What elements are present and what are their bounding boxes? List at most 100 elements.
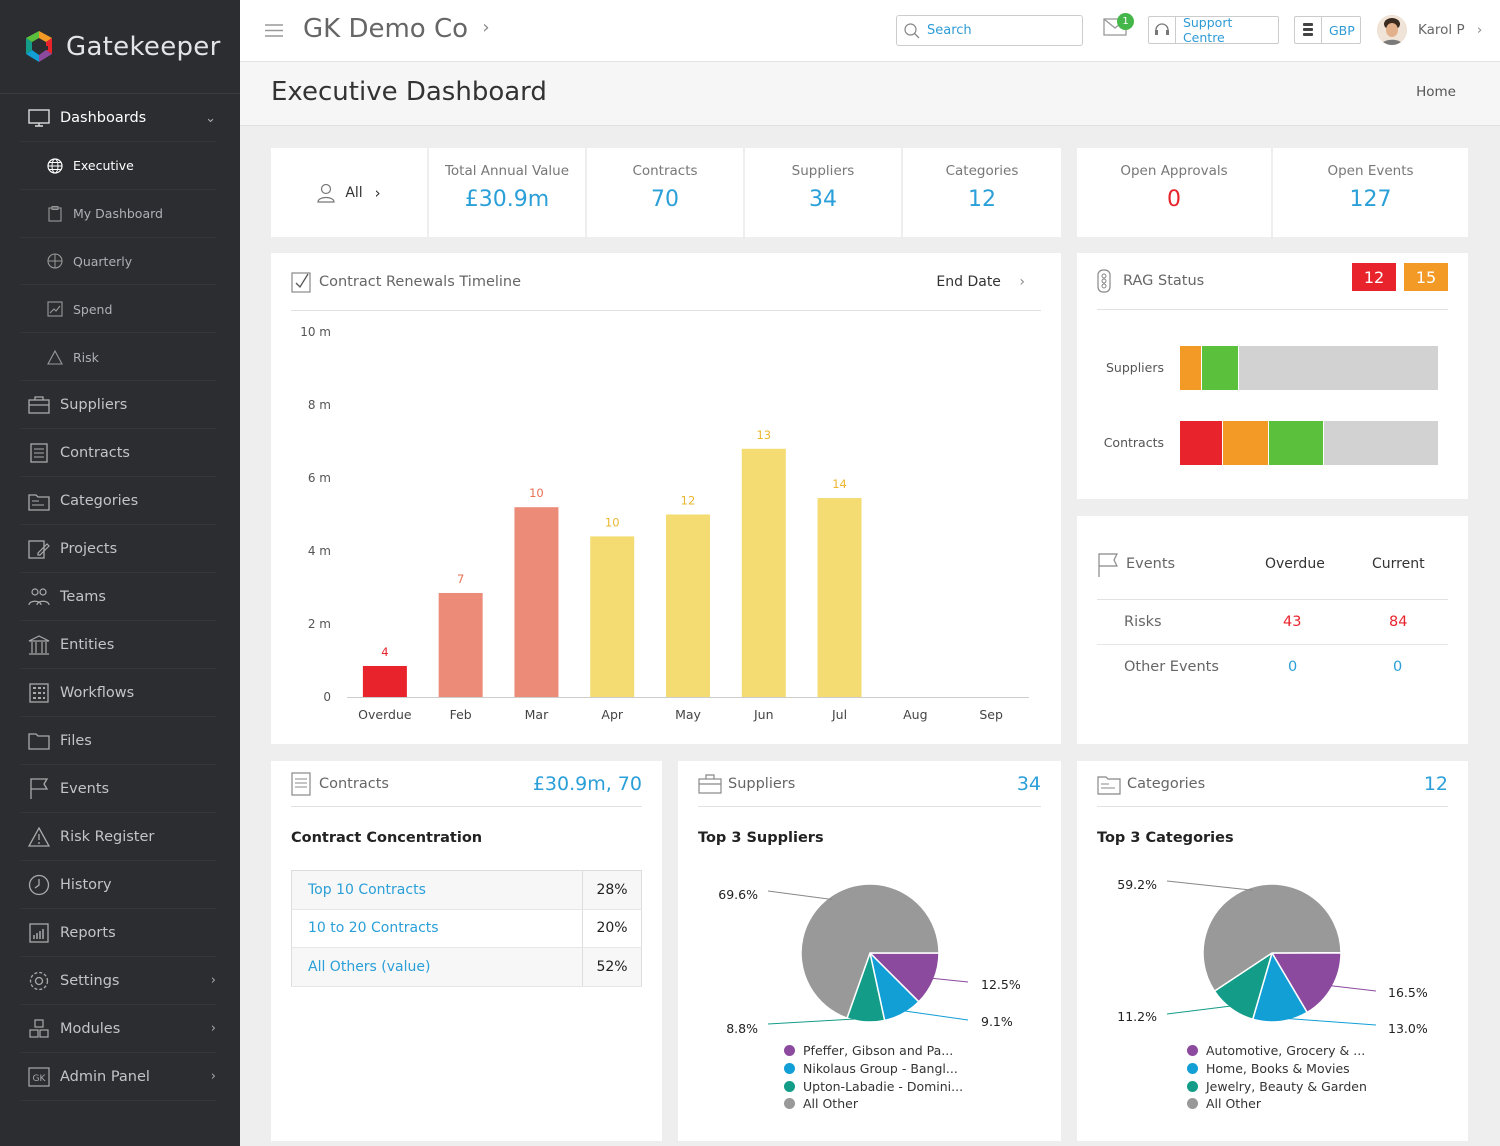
support-centre-button[interactable]: Support Centre xyxy=(1148,15,1279,45)
events-row-other[interactable]: Other Events 0 0 xyxy=(1097,645,1448,690)
pie-slice[interactable] xyxy=(1202,883,1342,993)
menu-icon[interactable] xyxy=(265,24,283,37)
sidebar-item-modules[interactable]: Modules › xyxy=(0,1005,240,1053)
row-name[interactable]: 10 to 20 Contracts xyxy=(291,909,583,948)
current-value[interactable]: 0 xyxy=(1393,659,1403,675)
sidebar-item-risk-register[interactable]: Risk Register xyxy=(0,813,240,861)
rag-red-badge[interactable]: 12 xyxy=(1352,263,1396,291)
legend-item[interactable]: Nikolaus Group - Bangl... xyxy=(784,1060,963,1078)
sidebar-item-contracts[interactable]: Contracts xyxy=(0,429,240,477)
rag-segment[interactable] xyxy=(1223,421,1268,465)
card-value[interactable]: 34 xyxy=(1016,772,1041,795)
card-value[interactable]: 12 xyxy=(1423,772,1448,795)
legend-item[interactable]: All Other xyxy=(784,1095,963,1113)
rag-segment[interactable] xyxy=(1180,421,1223,465)
legend-item[interactable]: Jewelry, Beauty & Garden xyxy=(1187,1077,1367,1095)
bar[interactable] xyxy=(666,514,710,698)
row-name[interactable]: All Others (value) xyxy=(291,947,583,987)
legend-item[interactable]: Upton-Labadie - Domini... xyxy=(784,1077,963,1095)
card-value[interactable]: £30.9m, 70 xyxy=(532,772,642,795)
sidebar-item-quarterly[interactable]: Quarterly xyxy=(0,238,240,286)
sidebar-item-dashboards[interactable]: Dashboards ⌄ xyxy=(0,94,240,142)
stat-categories[interactable]: Categories 12 xyxy=(903,148,1061,237)
pie-slice[interactable] xyxy=(800,883,940,1020)
search-placeholder: Search xyxy=(927,23,972,38)
brand[interactable]: Gatekeeper xyxy=(0,0,240,94)
rag-segment[interactable] xyxy=(1323,421,1438,465)
briefcase-icon xyxy=(698,773,722,794)
bar[interactable] xyxy=(817,498,862,697)
events-row-risks[interactable]: Risks 43 84 xyxy=(1097,600,1448,645)
table-row[interactable]: Top 10 Contracts 28% xyxy=(291,870,642,910)
user-menu[interactable]: Karol P › xyxy=(1418,22,1482,38)
sidebar-item-executive[interactable]: Executive xyxy=(0,142,240,190)
bar[interactable] xyxy=(590,536,635,697)
bar[interactable] xyxy=(438,592,483,697)
search-input[interactable]: Search xyxy=(896,15,1083,46)
pie-slice[interactable] xyxy=(1251,951,1309,1023)
rag-bar[interactable] xyxy=(1180,421,1438,465)
sidebar-item-label: My Dashboard xyxy=(73,206,163,222)
sidebar-item-events[interactable]: Events xyxy=(0,765,240,813)
monitor-icon xyxy=(28,107,50,129)
bar[interactable] xyxy=(514,507,559,697)
sidebar-item-history[interactable]: History xyxy=(0,861,240,909)
company-switcher[interactable]: GK Demo Co › xyxy=(303,14,490,44)
rag-amber-badge[interactable]: 15 xyxy=(1404,263,1448,291)
legend-item[interactable]: Home, Books & Movies xyxy=(1187,1060,1367,1078)
sort-dropdown[interactable]: End Date › xyxy=(936,274,1025,290)
bar-chart-icon xyxy=(28,922,50,944)
x-tick-label: Mar xyxy=(525,707,549,722)
sidebar-item-suppliers[interactable]: Suppliers xyxy=(0,381,240,429)
rag-segment[interactable] xyxy=(1268,421,1323,465)
data-label: 12 xyxy=(681,494,696,508)
row-name[interactable]: Top 10 Contracts xyxy=(291,870,583,910)
rag-segment[interactable] xyxy=(1180,346,1202,390)
sidebar-item-reports[interactable]: Reports xyxy=(0,909,240,957)
legend-label: Automotive, Grocery & ... xyxy=(1206,1043,1366,1059)
slice-label: 16.5% xyxy=(1388,985,1428,1000)
avatar[interactable] xyxy=(1377,15,1407,45)
overdue-value[interactable]: 0 xyxy=(1288,659,1298,675)
pie-slice[interactable] xyxy=(1270,952,1342,1014)
table-row[interactable]: 10 to 20 Contracts 20% xyxy=(291,909,642,948)
sidebar: Gatekeeper Dashboards ⌄ Executive My Das… xyxy=(0,0,240,1146)
svg-text:GK: GK xyxy=(33,1074,47,1084)
stat-total-annual-value[interactable]: Total Annual Value £30.9m xyxy=(429,148,585,237)
table-row[interactable]: All Others (value) 52% xyxy=(291,947,642,987)
user-icon xyxy=(317,183,335,203)
breadcrumb-home[interactable]: Home xyxy=(1416,84,1456,100)
sidebar-item-categories[interactable]: Categories xyxy=(0,477,240,525)
rag-segment[interactable] xyxy=(1239,346,1438,390)
support-label: Support Centre xyxy=(1182,15,1233,45)
stat-contracts[interactable]: Contracts 70 xyxy=(587,148,743,237)
sidebar-item-projects[interactable]: Projects xyxy=(0,525,240,573)
sidebar-item-files[interactable]: Files xyxy=(0,717,240,765)
sidebar-item-teams[interactable]: Teams xyxy=(0,573,240,621)
legend-item[interactable]: Pfeffer, Gibson and Pa... xyxy=(784,1042,963,1060)
card-title: Categories xyxy=(1127,775,1206,792)
bar[interactable] xyxy=(741,448,786,697)
legend-item[interactable]: All Other xyxy=(1187,1095,1367,1113)
sidebar-item-spend[interactable]: Spend xyxy=(0,285,240,333)
bar[interactable] xyxy=(362,665,407,697)
stat-suppliers[interactable]: Suppliers 34 xyxy=(745,148,901,237)
overdue-value[interactable]: 43 xyxy=(1283,614,1302,630)
sidebar-item-admin-panel[interactable]: GK Admin Panel › xyxy=(0,1053,240,1101)
legend-item[interactable]: Automotive, Grocery & ... xyxy=(1187,1042,1367,1060)
sidebar-item-my-dashboard[interactable]: My Dashboard xyxy=(0,190,240,238)
filter-all[interactable]: All › xyxy=(271,148,427,237)
page-title: Executive Dashboard xyxy=(271,77,547,107)
stat-open-approvals[interactable]: Open Approvals 0 xyxy=(1077,148,1271,237)
rag-row-label: Contracts xyxy=(1103,435,1164,450)
stat-open-events[interactable]: Open Events 127 xyxy=(1273,148,1468,237)
currency-selector[interactable]: GBP xyxy=(1294,16,1361,44)
sidebar-item-workflows[interactable]: Workflows xyxy=(0,669,240,717)
slice-label: 9.1% xyxy=(981,1014,1013,1029)
rag-segment[interactable] xyxy=(1202,346,1239,390)
sidebar-item-settings[interactable]: Settings › xyxy=(0,957,240,1005)
current-value[interactable]: 84 xyxy=(1389,614,1408,630)
rag-bar[interactable] xyxy=(1180,346,1438,390)
sidebar-item-entities[interactable]: Entities xyxy=(0,621,240,669)
sidebar-item-risk[interactable]: Risk xyxy=(0,333,240,381)
